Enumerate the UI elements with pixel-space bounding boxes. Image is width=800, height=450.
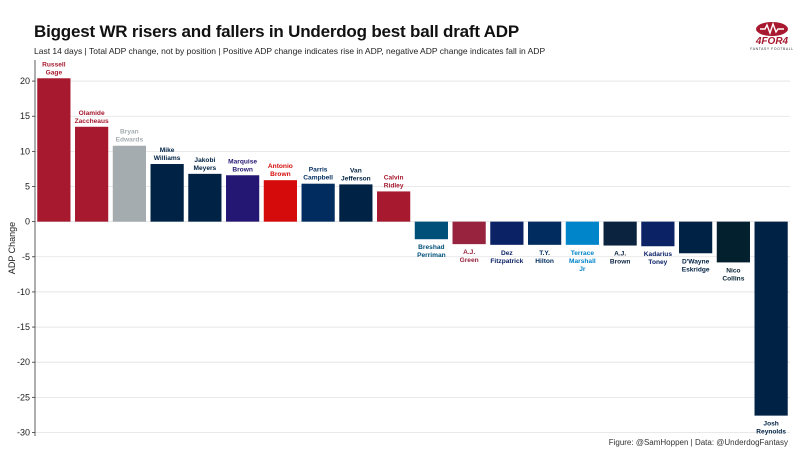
bar-label-7: Antonio Brown — [268, 163, 293, 178]
bar-4 — [150, 164, 184, 222]
bar-8 — [301, 183, 335, 222]
bar-10 — [377, 191, 411, 222]
bar-label-8: Parris Campbell — [303, 167, 333, 182]
y-tick-label: 5 — [25, 182, 30, 192]
bar-label-18: D'Wayne Eskridge — [682, 258, 710, 273]
figure-caption: Figure: @SamHoppen | Data: @UnderdogFant… — [608, 438, 788, 447]
y-tick-label: -25 — [17, 392, 30, 402]
bar-19 — [716, 221, 750, 263]
bar-13 — [490, 221, 524, 245]
y-tick-label: -20 — [17, 357, 30, 367]
chart-subtitle: Last 14 days | Total ADP change, not by … — [34, 46, 546, 56]
bar-label-5: Jakobi Meyers — [194, 157, 217, 172]
bar-1 — [37, 78, 71, 222]
bar-label-13: Dez Fitzpatrick — [490, 250, 523, 265]
bar-label-12: A.J. Green — [460, 249, 479, 264]
bar-label-6: Marquise Brown — [228, 158, 257, 173]
bar-label-15: Terrace Marshall Jr — [569, 250, 596, 273]
y-tick-label: -15 — [17, 322, 30, 332]
bar-label-19: Nico Collins — [722, 267, 744, 282]
y-tick-label: 15 — [20, 111, 30, 121]
bar-2 — [75, 126, 109, 222]
logo-text: 4FOR4 — [755, 36, 789, 47]
bar-label-17: Kadarius Toney — [644, 251, 673, 266]
y-tick-label: 10 — [20, 146, 30, 156]
bar-label-16: A.J. Brown — [610, 251, 631, 266]
bar-label-9: Van Jefferson — [341, 167, 371, 182]
bar-9 — [339, 184, 373, 222]
bar-7 — [263, 180, 297, 222]
bar-label-3: Bryan Edwards — [116, 129, 144, 144]
bar-label-14: T.Y. Hilton — [535, 250, 554, 265]
bar-15 — [565, 221, 599, 245]
bar-5 — [188, 173, 222, 222]
bar-label-4: Mike Williams — [154, 147, 181, 162]
y-tick-label: -30 — [17, 427, 30, 437]
bar-18 — [679, 221, 713, 254]
bar-20 — [754, 221, 788, 416]
y-tick-label: -10 — [17, 287, 30, 297]
bar-12 — [452, 221, 486, 245]
y-tick-label: 20 — [20, 76, 30, 86]
y-tick-label: -5 — [22, 252, 30, 262]
brand-logo: 4FOR4 FANTASY FOOTBALL — [750, 21, 793, 51]
bar-6 — [226, 175, 260, 222]
bar-label-20: Josh Reynolds — [756, 421, 786, 436]
bar-3 — [112, 145, 146, 222]
bar-label-11: Breshad Perriman — [417, 244, 446, 259]
bar-label-2: Olamide Zaccheaus — [75, 110, 109, 125]
bar-17 — [641, 221, 675, 247]
y-tick-label: 0 — [25, 217, 30, 227]
chart-title: Biggest WR risers and fallers in Underdo… — [34, 22, 519, 41]
bar-16 — [603, 221, 637, 246]
bar-11 — [414, 221, 448, 240]
logo-subtext: FANTASY FOOTBALL — [750, 47, 793, 51]
bar-label-1: Russell Gage — [42, 61, 66, 76]
y-axis-label: ADP Change — [7, 222, 17, 274]
bar-label-10: Calvin Ridley — [384, 174, 404, 189]
bar-14 — [528, 221, 562, 245]
